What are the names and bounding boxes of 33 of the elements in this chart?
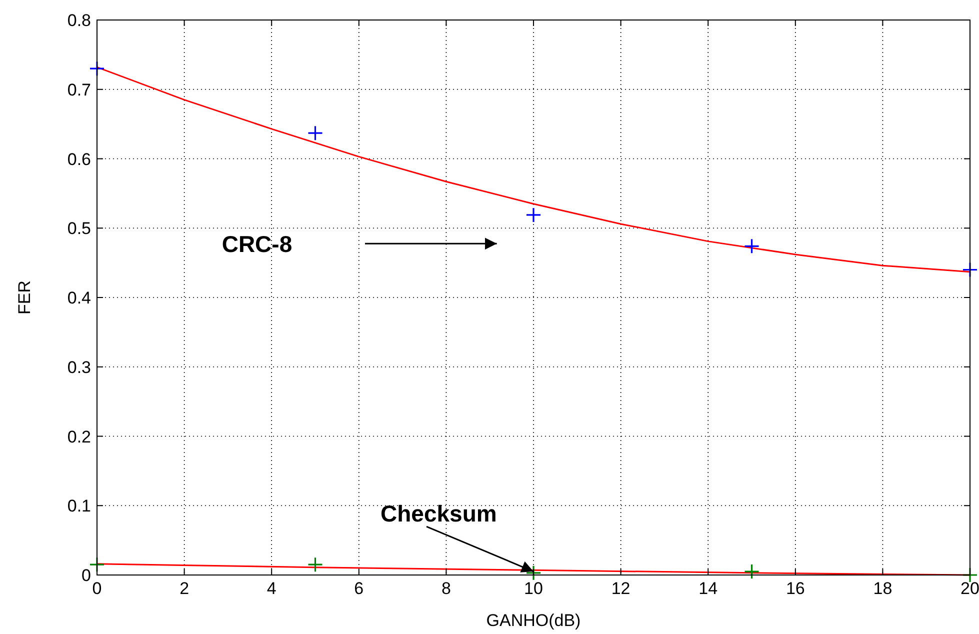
x-tick-label: 2 [180,579,190,598]
y-axis-title: FER [15,280,34,314]
y-tick-label: 0.6 [67,150,91,169]
y-tick-label: 0.7 [67,80,91,100]
annotation: CRC-8 [222,230,292,257]
point [307,556,324,572]
y-tick-label: 0.4 [67,288,91,308]
x-tick-label: 18 [873,579,892,598]
point [744,564,760,580]
point [526,565,542,581]
annotation: Checksum [380,500,497,527]
point [307,125,324,141]
point [89,60,105,76]
y-tick-label: 0.8 [67,11,91,30]
point [89,556,105,572]
x-tick-label: 20 [960,579,979,598]
point [962,567,978,583]
x-tick-label: 4 [266,579,276,598]
y-tick-label: 0.3 [67,358,91,377]
x-tick-label: 6 [354,579,364,598]
x-tick-label: 16 [786,579,805,598]
y-tick-label: 0 [82,566,91,585]
point [744,238,760,254]
x-axis-title: GANHO(dB) [486,611,581,630]
x-tick-label: 8 [441,579,451,598]
x-tick-label: 10 [524,579,543,598]
x-tick-label: 12 [611,579,630,598]
y-tick-label: 0.2 [67,427,91,446]
y-tick-label: 0.1 [67,496,91,516]
x-tick-label: 14 [698,579,718,598]
point [526,207,542,223]
line-series [96,66,971,273]
y-tick-label: 0.5 [67,219,91,238]
